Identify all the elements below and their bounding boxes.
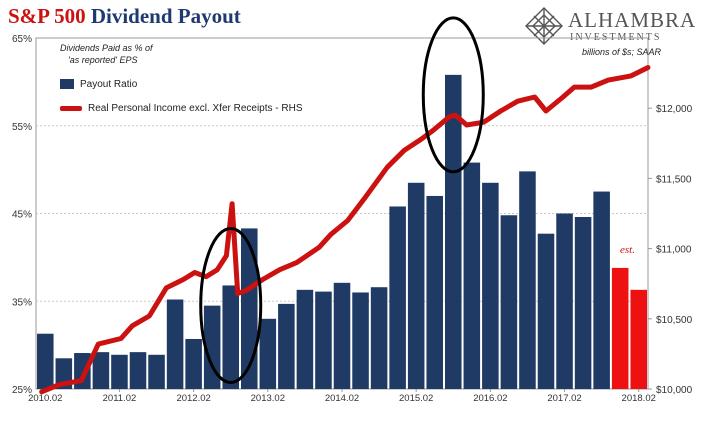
legend-swatch-bar [60,79,74,90]
legend-swatch-line [60,105,82,111]
x-tick-label: 2014.02 [325,393,359,404]
x-tick-label: 2011.02 [103,393,137,404]
legend-label-income: Real Personal Income excl. Xfer Receipts… [88,103,303,114]
y-left-tick-label: 25% [12,385,32,396]
bar-2016.03 [500,215,518,389]
bar-2013.03 [278,303,295,389]
y-right-tick-label: $10,500 [656,315,693,326]
bar-2017.02 [556,213,573,389]
bar-2015.03 [426,195,443,389]
bar-2016.02 [482,182,499,389]
bar-2014.02 [333,282,351,389]
y-left-tick-label: 55% [12,122,32,133]
estimate-label: est. [620,244,635,256]
bar-2013.01 [241,228,258,389]
bar-2011.04 [148,354,165,389]
bar-2018.01 [611,267,629,389]
bar-2015.04 [445,74,462,389]
logo-name: ALHAMBRA [568,8,697,32]
bar-2013.04 [296,289,314,389]
legend-item-income: Real Personal Income excl. Xfer Receipts… [60,103,303,114]
y-right-tick-label: $10,000 [656,385,693,396]
bar-2013.02 [259,318,277,389]
legend-label-payout-ratio: Payout Ratio [80,79,138,90]
y-right-tick-label: $11,000 [656,245,692,256]
bar-2018.02 [630,289,647,389]
title-part-2: Dividend Payout [90,4,241,28]
left-axis-note-line-2: 'as reported' EPS [68,55,138,65]
annotation-ellipse [421,16,485,174]
bar-2017.04 [593,191,610,389]
x-tick-label: 2015.02 [399,393,433,404]
x-tick-label: 2018.02 [622,393,656,404]
bar-2012.03 [203,305,221,389]
legend-item-payout-ratio: Payout Ratio [60,79,137,90]
bar-2016.01 [463,162,481,389]
left-axis-note: Dividends Paid as % of 'as reported' EPS [60,42,153,66]
x-tick-label: 2016.02 [473,393,507,404]
y-left-tick-label: 35% [12,297,32,308]
income-line [39,65,651,395]
bar-2014.03 [352,292,369,389]
bar-2014.04 [370,287,388,389]
y-right-tick-label: $12,000 [656,104,693,115]
left-axis-note-line-1: Dividends Paid as % of [60,43,153,53]
bar-2012.01 [166,299,184,389]
x-tick-label: 2010.02 [28,393,62,404]
bar-2012.02 [185,338,202,389]
bar-2010.02 [37,333,54,389]
right-axis-note: billions of $s; SAAR [581,47,661,57]
x-tick-label: 2012.02 [176,393,210,404]
x-tick-label: 2013.02 [251,393,285,404]
bar-2011.03 [129,352,147,389]
title-part-1: S&P 500 [8,4,86,28]
y-right-tick-label: $11,500 [656,174,692,185]
bar-2017.01 [537,233,555,389]
y-left-tick-label: 65% [12,34,32,45]
bar-2012.04 [222,285,239,389]
bar-2011.02 [111,354,128,389]
x-tick-label: 2017.02 [547,393,581,404]
bar-2015.02 [407,182,425,389]
annotation-ellipse [199,226,263,384]
bar-2017.03 [574,217,592,389]
chart-title: S&P 500 Dividend Payout [8,4,241,29]
y-left-tick-label: 45% [12,210,32,221]
bar-2015.01 [389,206,406,389]
bar-2014.01 [315,291,332,389]
bar-2016.04 [519,171,536,389]
bar-2011.01 [92,352,110,389]
